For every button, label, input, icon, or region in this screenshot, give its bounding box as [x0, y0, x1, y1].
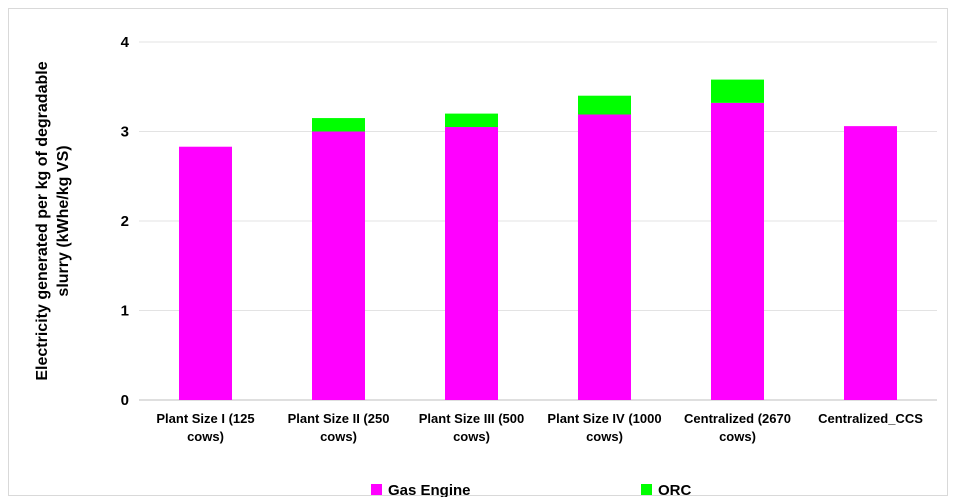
x-category-label: Plant Size II (250 cows): [288, 411, 390, 444]
bar-orc: [578, 95, 631, 115]
x-category-label: Centralized_CCS: [818, 411, 923, 426]
legend: Gas Engine ORC: [371, 482, 692, 499]
y-tick-label: 0: [121, 392, 129, 409]
legend-swatch: [641, 484, 652, 495]
x-category-label: Centralized (2670 cows): [684, 411, 791, 444]
bar-gas-engine: [844, 126, 897, 400]
legend-label: ORC: [658, 482, 692, 497]
bar-gas-engine: [711, 102, 764, 401]
bar-orc: [312, 118, 365, 132]
bar-orc: [711, 79, 764, 103]
x-axis-categories: Plant Size I (125 cows) Plant Size II (250…: [156, 411, 923, 444]
x-category-label: Plant Size III (500 cows): [419, 411, 525, 444]
bar-orc: [445, 113, 498, 128]
y-tick-label: 1: [121, 303, 129, 320]
legend-swatch: [371, 484, 382, 495]
x-category-label: Plant Size I (125 cows): [156, 411, 254, 444]
legend-label: Gas Engine: [388, 482, 471, 497]
y-tick-label: 4: [121, 34, 130, 51]
x-category-label: Plant Size IV (1000 cows): [547, 411, 661, 444]
bar-gas-engine: [578, 114, 631, 401]
y-axis-ticks: 0 1 2 3 4: [121, 34, 130, 409]
y-tick-label: 2: [121, 213, 129, 230]
gridlines: [139, 41, 937, 401]
y-axis-label: Electricity generated per kg of degradab…: [34, 61, 72, 380]
bar-gas-engine: [312, 131, 365, 400]
bar-gas-engine: [179, 146, 232, 400]
bars: [179, 79, 897, 401]
bar-gas-engine: [445, 127, 498, 401]
y-tick-label: 3: [121, 124, 129, 141]
